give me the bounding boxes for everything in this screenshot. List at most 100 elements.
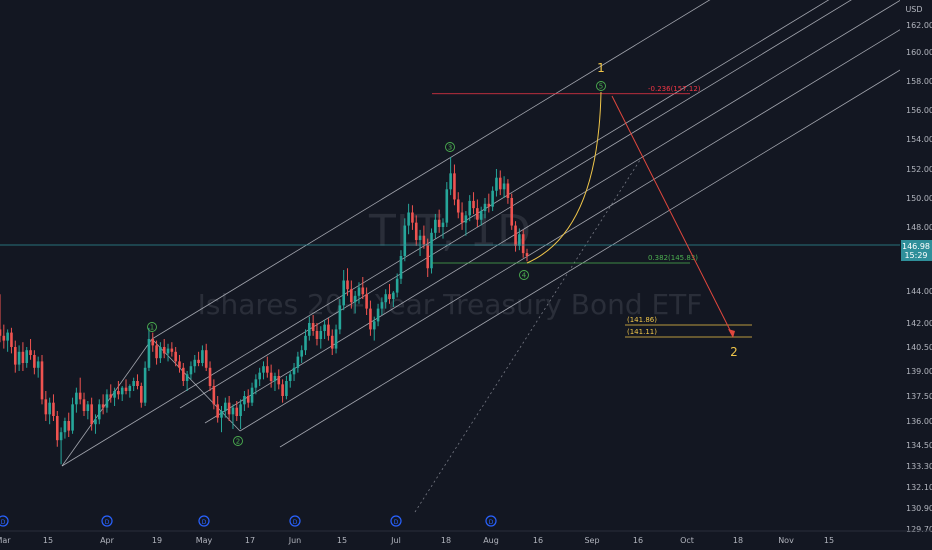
candle-body [304, 335, 307, 351]
dividend-marker [198, 515, 210, 527]
candle-body [456, 199, 460, 213]
candle-body [281, 384, 284, 396]
candle-body [120, 387, 124, 395]
pitchfork-line [204, 0, 902, 424]
candle-body [204, 350, 208, 368]
candle-body [208, 367, 212, 386]
wave-marker-circle [147, 322, 157, 332]
candle-body [159, 347, 162, 359]
pitchfork-line [61, 0, 830, 467]
x-tick-label: 15 [43, 536, 53, 545]
candle-body [498, 177, 502, 190]
candle-body [464, 215, 468, 223]
candle-body [487, 203, 491, 207]
candle-body [97, 404, 101, 420]
y-tick-label: 150.00 [906, 194, 932, 203]
dividend-marker-label: D [293, 519, 298, 526]
dividend-marker [485, 515, 497, 527]
candle-body [338, 305, 342, 330]
candle-body [258, 372, 261, 380]
candle-body [105, 394, 109, 408]
candle-body [422, 235, 426, 245]
pitchfork-line [151, 0, 711, 340]
candle-body [220, 411, 223, 418]
x-tick-label: 18 [733, 536, 743, 545]
candle-body [292, 367, 296, 375]
wave-marker-circle [233, 436, 243, 446]
candle-body [0, 329, 2, 336]
candle-body [311, 323, 315, 331]
candle-body [353, 295, 357, 303]
candle-body [166, 348, 170, 354]
candle-body [418, 235, 422, 241]
candle-body [109, 394, 113, 398]
candle-body [357, 287, 361, 296]
candle-body [67, 421, 71, 431]
candle-body [246, 396, 250, 403]
candle-body [327, 324, 330, 336]
candle-body [296, 356, 300, 368]
dividend-marker-label: D [202, 519, 207, 526]
candle-body [231, 407, 235, 415]
candle-body [52, 402, 55, 416]
last-price-badge-bg [901, 240, 932, 261]
x-tick-labels[interactable]: Mar 15 Apr 19 May 17 Jun 15 Jul 18 Aug 16 Sep 16 Oct 18… [0, 536, 834, 545]
candle-body [162, 347, 166, 354]
y-tick-label: 152.00 [906, 165, 932, 174]
candle-body [71, 404, 74, 431]
watermark-name: Ishares 20+ Year Treasury Bond ETF [198, 288, 703, 321]
candle-body [235, 407, 239, 416]
fib-level-label: 0.382(145.83) [648, 254, 698, 262]
currency-label: USD [905, 5, 922, 14]
x-tick-label: Jun [288, 536, 302, 545]
candle-body [44, 399, 48, 415]
candle-body [369, 308, 372, 330]
candle-body [113, 391, 116, 398]
y-tick-label: 139.00 [906, 367, 932, 376]
y-tick-label: 162.00 [906, 21, 932, 30]
candle-body [502, 183, 506, 190]
x-tick-label: May [196, 536, 213, 545]
candle-body [86, 404, 90, 411]
candle-body [136, 381, 139, 386]
candle-body [384, 294, 388, 303]
x-tick-label: 17 [245, 536, 255, 545]
x-tick-label: Apr [100, 536, 115, 545]
target-arrow-line [611, 95, 734, 337]
candle-body [334, 329, 338, 349]
candle-body [514, 225, 517, 246]
candle-body [430, 232, 433, 269]
candle-body [495, 177, 498, 191]
candle-body [197, 359, 200, 363]
candle-body [132, 381, 135, 386]
x-tick-label: Aug [483, 536, 499, 545]
candle-body [308, 323, 311, 336]
candle-body [285, 381, 288, 396]
candle-body [288, 374, 292, 381]
wave-label-major: 2 [730, 345, 738, 359]
candle-body [269, 372, 273, 381]
candle-body [182, 367, 185, 381]
candle-body [525, 253, 529, 256]
candle-body [201, 350, 204, 363]
wave-label-major: 1 [597, 61, 605, 75]
candle-body [273, 376, 277, 381]
candle-body [403, 225, 407, 256]
candle-body [449, 173, 452, 190]
fib-level-label: -0.236(157.12) [648, 85, 701, 93]
candle-body [346, 280, 349, 290]
candle-body [63, 421, 67, 433]
candle-body [392, 292, 395, 299]
candle-body [434, 219, 437, 233]
pitchfork-line [179, 0, 852, 409]
candle-body [75, 392, 78, 405]
candle-body [21, 351, 25, 363]
last-price-value: 146.98 [902, 242, 930, 251]
candle-body [468, 200, 472, 216]
candle-body [36, 361, 40, 368]
candle-body [155, 345, 158, 359]
candle-body [483, 203, 487, 212]
candle-body [239, 404, 242, 416]
